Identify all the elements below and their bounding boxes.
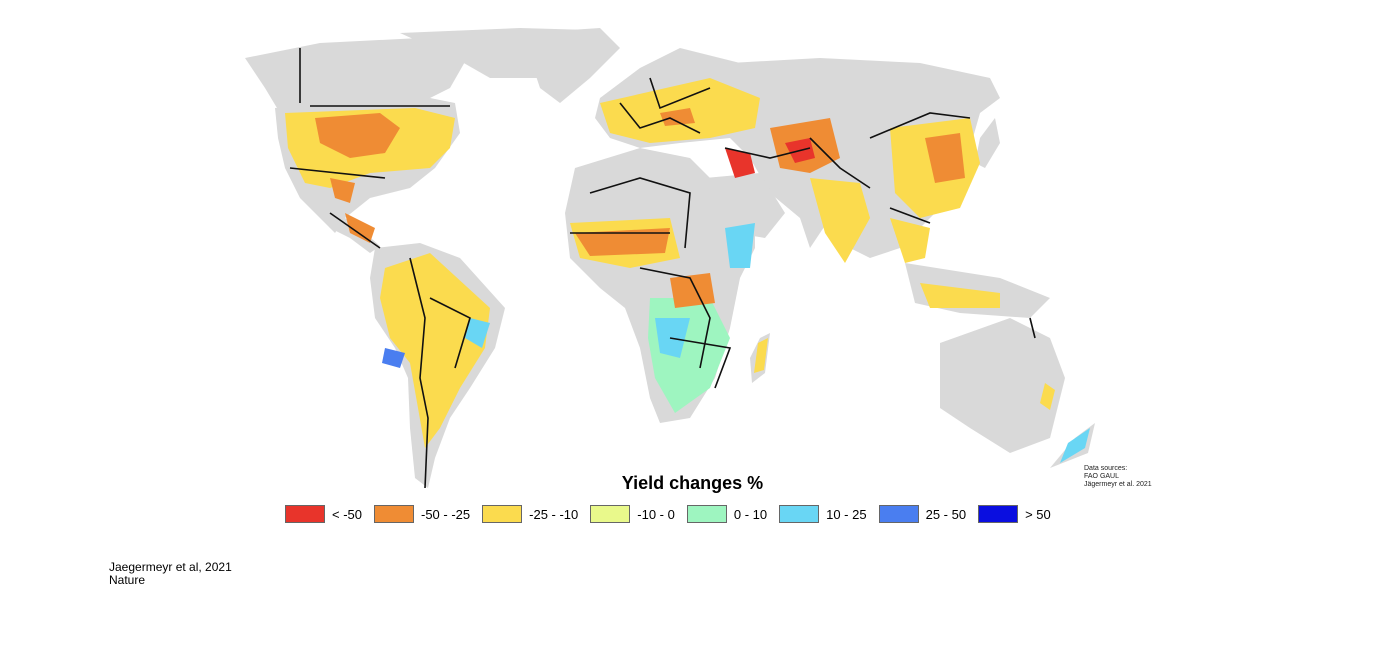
legend-item: 10 - 25 [779, 505, 867, 523]
legend-label: -25 - -10 [529, 506, 579, 522]
legend-item: 25 - 50 [878, 505, 967, 523]
yield-data-areas [285, 78, 1090, 463]
citation-line-2: Nature [109, 573, 146, 587]
legend-swatch [590, 505, 631, 523]
citation: Jaegermeyr et al, 2021 Nature [109, 561, 232, 587]
legend-swatch [878, 505, 919, 523]
legend-item: < -50 [285, 505, 362, 523]
legend-title: Yield changes % [621, 473, 764, 493]
legend: < -50 -50 - -25 -25 - -10 -10 - 0 0 - 10… [285, 505, 1063, 523]
legend-label: < -50 [332, 506, 362, 522]
data-sources-note: Data sources: FAO GAUL Jägermeyr et al. … [1084, 465, 1152, 489]
legend-item: -10 - 0 [590, 505, 675, 523]
world-yield-map [245, 28, 1095, 489]
legend-item: -25 - -10 [482, 505, 578, 523]
legend-label: 10 - 25 [826, 506, 867, 522]
legend-label: > 50 [1025, 506, 1051, 522]
legend-label: 25 - 50 [925, 506, 967, 522]
sources-line-1: Data sources: [1084, 465, 1128, 472]
legend-swatch [978, 505, 1019, 523]
legend-label: -10 - 0 [637, 506, 675, 522]
sources-line-3: Jägermeyr et al. 2021 [1084, 481, 1152, 488]
legend-label: -50 - -25 [421, 506, 471, 522]
legend-swatch [285, 505, 325, 523]
sources-line-2: FAO GAUL [1084, 473, 1120, 480]
legend-swatch [779, 505, 820, 523]
legend-swatch [686, 505, 727, 523]
legend-item: 0 - 10 [686, 505, 768, 523]
legend-label: 0 - 10 [733, 506, 768, 522]
citation-line-1: Jaegermeyr et al, 2021 [109, 560, 232, 574]
country-borders [289, 48, 1036, 489]
legend-item: > 50 [978, 505, 1051, 523]
legend-swatch [482, 505, 523, 523]
legend-swatch [374, 505, 414, 523]
legend-item: -50 - -25 [374, 505, 470, 523]
